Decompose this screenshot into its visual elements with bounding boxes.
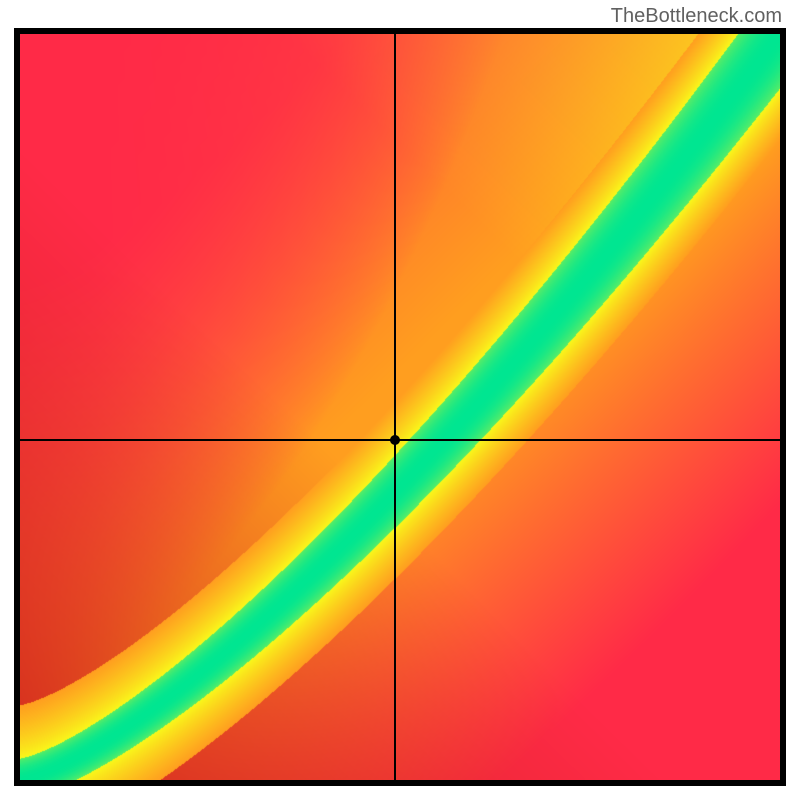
plot-frame <box>14 28 786 786</box>
chart-container: TheBottleneck.com <box>0 0 800 800</box>
attribution-text: TheBottleneck.com <box>611 5 782 28</box>
crosshair-vertical <box>394 34 396 780</box>
marker-dot <box>390 435 400 445</box>
crosshair-horizontal <box>20 439 780 441</box>
heatmap-canvas <box>20 34 780 780</box>
